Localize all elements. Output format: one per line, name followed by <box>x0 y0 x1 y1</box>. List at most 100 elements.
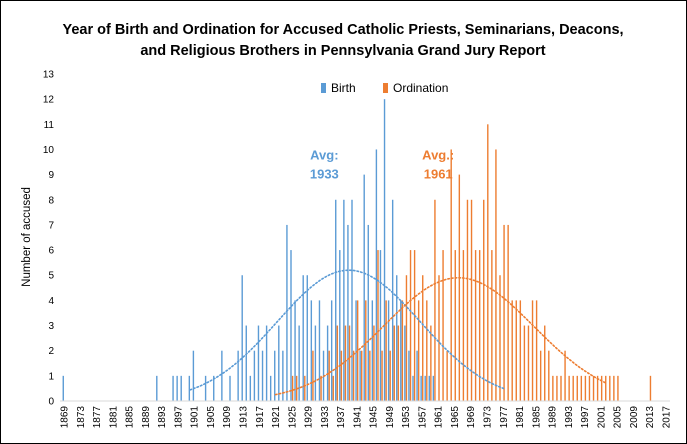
birth-bar <box>156 375 158 401</box>
ordination-bar <box>369 350 371 401</box>
birth-bar <box>286 224 288 401</box>
birth-bar <box>432 375 435 401</box>
ordination-bar <box>491 250 493 401</box>
x-tick-label: 1997 <box>580 406 591 429</box>
ordination-bar <box>470 199 473 401</box>
birth-bar <box>241 275 243 401</box>
birth-bar <box>253 350 256 401</box>
y-tick-label: 11 <box>44 120 55 131</box>
ordination-bar <box>568 375 570 401</box>
ordination-bar <box>344 325 347 401</box>
birth-trendline <box>189 269 505 391</box>
ordination-bar <box>422 275 424 401</box>
birth-bar <box>363 174 365 401</box>
ordination-bar <box>584 375 587 401</box>
ordination-bar <box>417 300 420 401</box>
birth-bar <box>387 300 390 401</box>
bars <box>62 99 652 402</box>
x-tick-label: 1889 <box>141 406 152 429</box>
x-tick-label: 1909 <box>222 406 233 429</box>
x-tick-label: 1893 <box>157 406 168 429</box>
x-tick-label: 1989 <box>548 406 559 429</box>
x-tick-label: 2001 <box>596 406 607 429</box>
x-tick-label: 1937 <box>336 406 347 429</box>
ordination-bar <box>393 325 395 401</box>
y-axis-label: Number of accused <box>21 187 33 287</box>
birth-bar <box>343 199 345 401</box>
birth-bar <box>371 300 374 401</box>
x-tick-label: 1905 <box>206 406 217 429</box>
x-tick-label: 1973 <box>483 406 494 429</box>
x-tick-label: 1897 <box>173 406 184 429</box>
ordination-bar <box>381 350 383 401</box>
birth-bar <box>192 350 195 401</box>
x-tick-label: 1921 <box>271 406 282 429</box>
birth-bar <box>416 350 418 401</box>
ordination-bar <box>507 224 509 401</box>
birth-bar <box>176 375 178 401</box>
birth-bar <box>375 149 378 401</box>
birth-bar <box>367 224 369 401</box>
ordination-bar <box>649 375 652 401</box>
x-tick-label: 1985 <box>531 406 542 429</box>
birth-bar <box>408 350 410 401</box>
ordination-bar <box>348 325 351 401</box>
birth-bar <box>237 350 239 401</box>
birth-bar <box>245 325 247 401</box>
x-tick-label: 1977 <box>499 406 510 429</box>
ordination-bar <box>365 300 367 401</box>
avg-birth-value: 1933 <box>310 167 339 182</box>
ordination-bar <box>499 275 501 401</box>
ordination-bar <box>503 224 505 401</box>
ordination-bar <box>487 124 489 402</box>
ordination-bar <box>438 275 440 401</box>
ordination-bar <box>548 350 550 401</box>
birth-bar <box>274 350 276 401</box>
ordination-bar <box>466 199 469 401</box>
legend: Birth Ordination <box>321 81 448 95</box>
y-tick-label: 1 <box>48 371 54 382</box>
birth-bar <box>204 375 207 401</box>
x-tick-label: 1957 <box>417 406 428 429</box>
ordination-bar <box>552 375 554 401</box>
x-tick-label: 1961 <box>434 406 445 429</box>
x-tick-label: 2017 <box>661 406 672 429</box>
ordination-bar <box>605 375 607 401</box>
ordination-bar <box>560 375 562 401</box>
x-tick-label: 1993 <box>564 406 575 429</box>
x-tick-label: 1901 <box>190 406 201 429</box>
y-tick-label: 0 <box>48 397 54 408</box>
ordination-bar <box>535 300 538 401</box>
x-tick-label: 1925 <box>287 406 298 429</box>
x-tick-label: 1969 <box>466 406 477 429</box>
y-tick-label: 10 <box>43 145 55 156</box>
birth-bar <box>359 350 361 401</box>
y-tick-label: 3 <box>48 321 54 332</box>
y-tick-label: 4 <box>48 296 54 307</box>
legend-birth-swatch <box>321 83 326 93</box>
ordination-bar <box>320 375 322 401</box>
ordination-bar <box>304 375 306 401</box>
avg-ordination-label: Avg.: <box>422 148 454 163</box>
ordination-bar <box>576 375 578 401</box>
birth-bar <box>400 300 402 401</box>
birth-bar <box>428 375 430 401</box>
birth-bar <box>396 275 398 401</box>
birth-bar <box>310 300 313 401</box>
birth-bar <box>351 199 353 401</box>
ordination-bar <box>385 300 387 401</box>
ordination-bar <box>373 325 375 401</box>
birth-bar <box>180 375 182 401</box>
birth-bar <box>412 375 414 401</box>
birth-bar <box>298 325 300 401</box>
x-tick-label: 1933 <box>320 406 331 429</box>
y-tick-label: 12 <box>43 95 55 106</box>
birth-bar <box>265 325 268 401</box>
annotations: Avg: 1933 Avg.: 1961 <box>310 148 454 182</box>
birth-bar <box>404 325 406 401</box>
birth-bar <box>188 375 191 401</box>
legend-ordination-label: Ordination <box>393 81 448 95</box>
birth-bar <box>269 375 272 401</box>
